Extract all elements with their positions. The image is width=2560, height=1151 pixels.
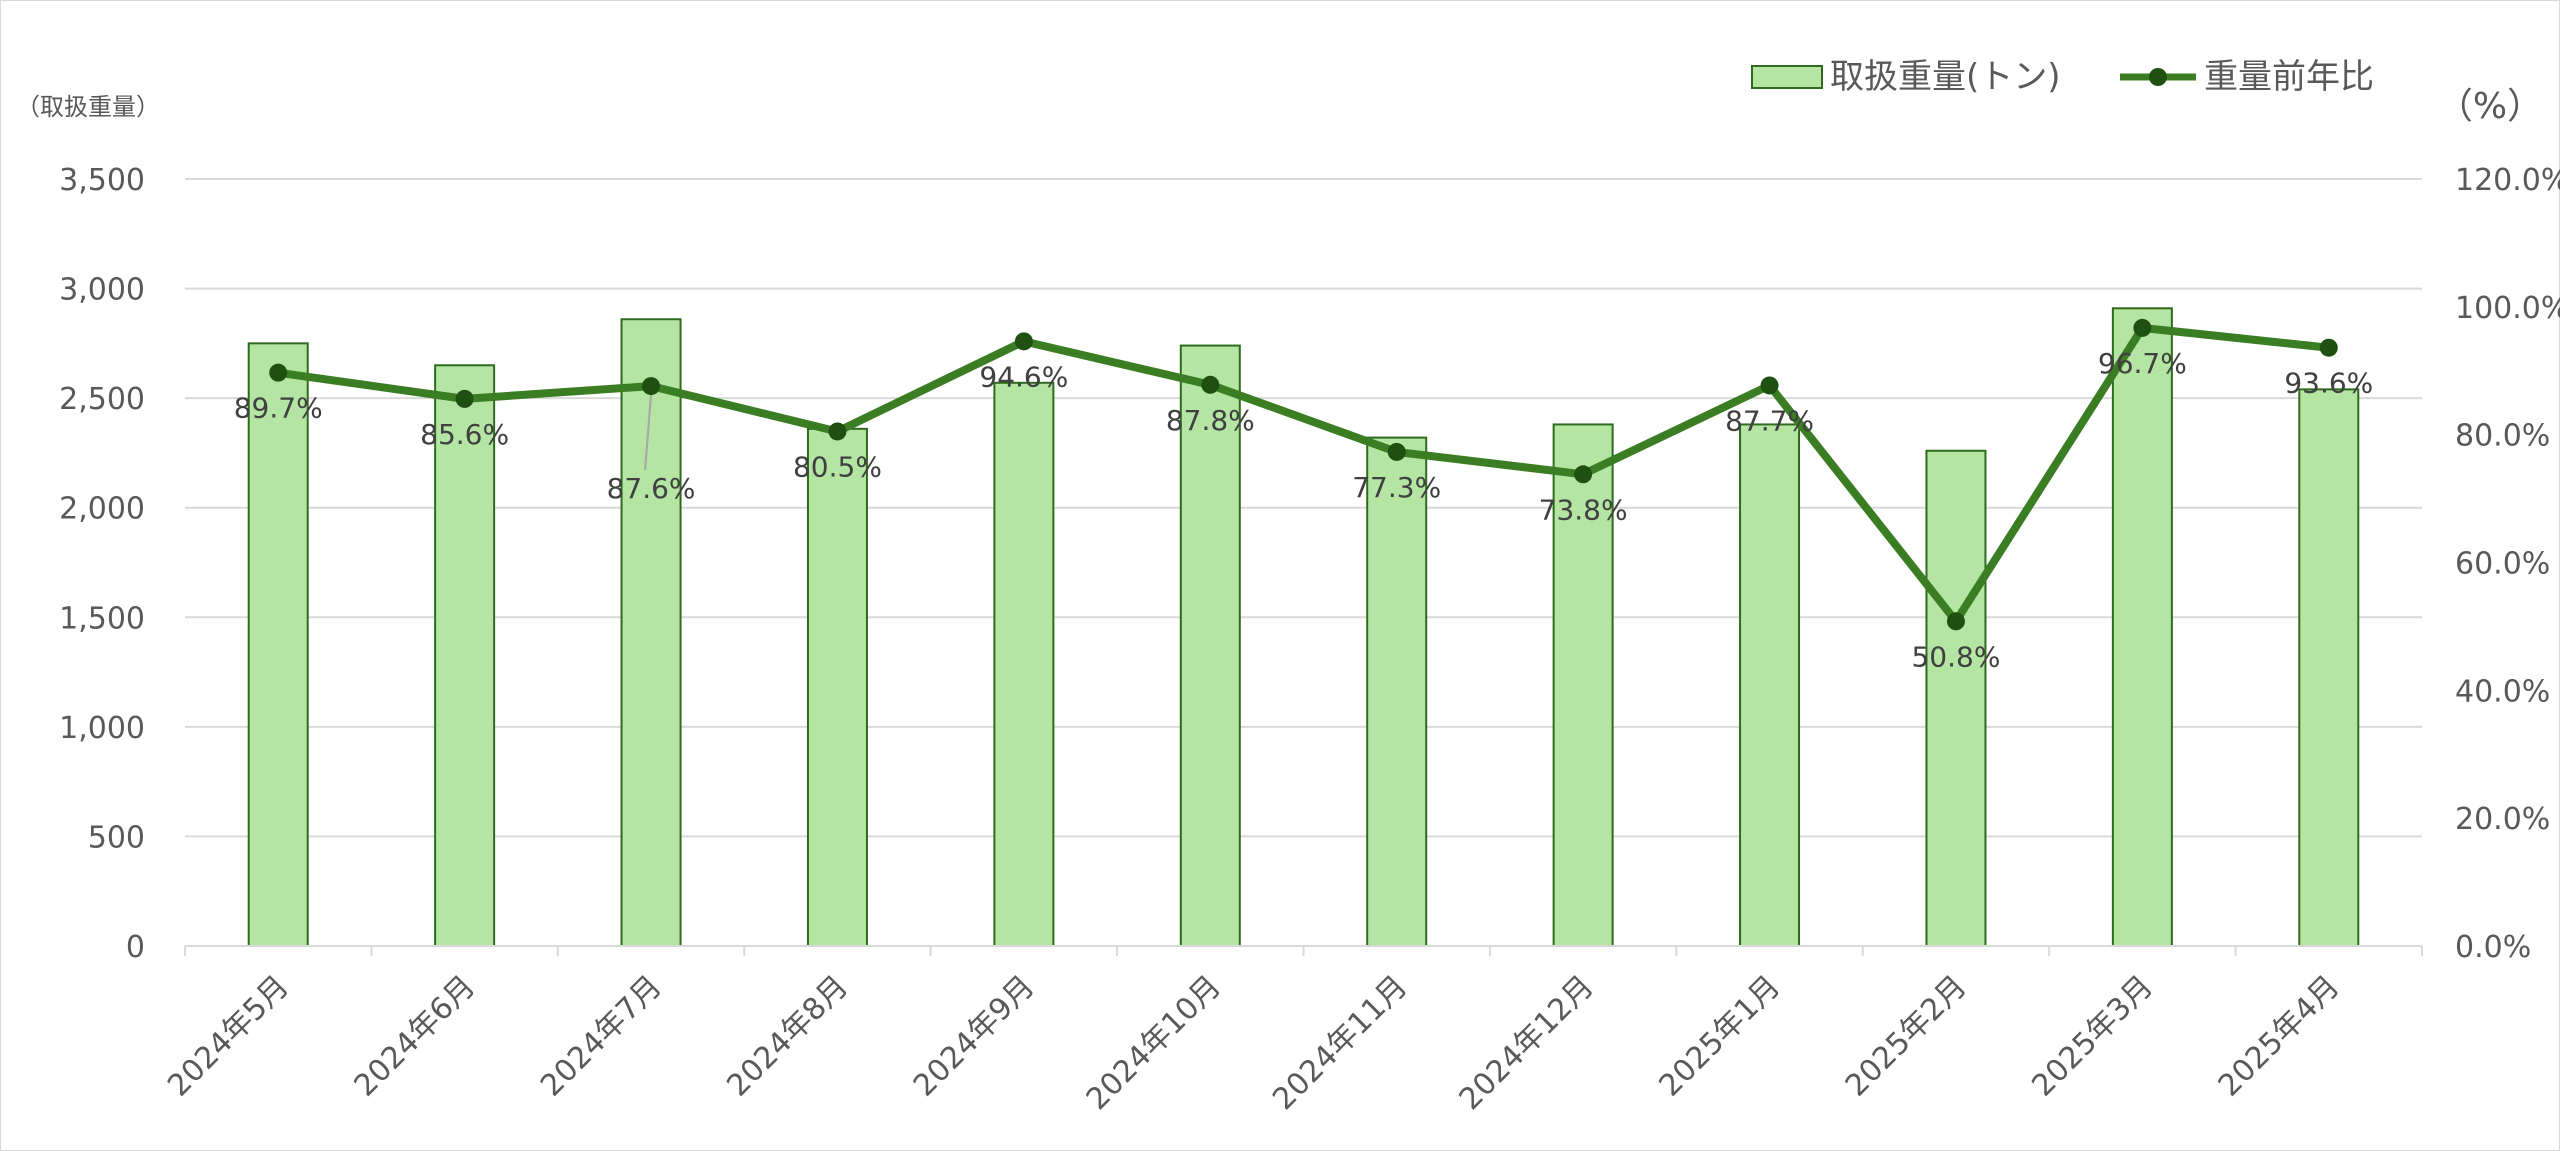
line-series — [269, 318, 2338, 631]
right-tick-label: 80.0% — [2455, 419, 2550, 454]
line-marker — [2133, 318, 2152, 337]
bar — [1179, 344, 1241, 947]
right-tick-label: 100.0% — [2455, 291, 2560, 326]
left-tick-label: 3,500 — [59, 163, 145, 198]
bar — [806, 427, 868, 947]
left-tick-label: 1,000 — [59, 711, 145, 746]
bar — [1925, 449, 1987, 947]
data-label: 73.8% — [1539, 493, 1628, 526]
data-label: 87.8% — [1166, 404, 1255, 437]
category-label: 2024年12月 — [1453, 969, 1601, 1117]
left-tick-label: 500 — [88, 820, 145, 855]
data-label: 50.8% — [1911, 640, 2000, 673]
bar — [620, 318, 682, 948]
legend-bar-label: 取扱重量(トン) — [1830, 57, 2061, 97]
right-tick-label: 0.0% — [2455, 930, 2531, 965]
left-tick-label: 1,500 — [59, 601, 145, 636]
left-tick-label: 3,000 — [59, 273, 145, 308]
bar — [993, 381, 1055, 947]
leader-line — [644, 394, 653, 471]
legend-line-marker — [2149, 68, 2167, 86]
line-marker — [2319, 338, 2338, 357]
category-label: 2025年1月 — [1653, 969, 1788, 1104]
line-marker — [642, 377, 661, 396]
left-axis-title: （取扱重量） — [16, 93, 160, 121]
legend: 取扱重量(トン) 重量前年比 — [1751, 57, 2374, 97]
line-marker — [1946, 612, 1965, 631]
line-marker — [1387, 442, 1406, 461]
right-tick-label: 120.0% — [2455, 163, 2560, 198]
line-marker — [1574, 465, 1593, 484]
legend-line-label: 重量前年比 — [2204, 57, 2374, 97]
right-tick-label: 40.0% — [2455, 674, 2550, 709]
category-label: 2024年8月 — [720, 969, 855, 1104]
gridlines — [185, 178, 2422, 838]
data-label: 89.7% — [234, 392, 323, 425]
category-label: 2024年11月 — [1266, 969, 1414, 1117]
bar — [247, 342, 309, 948]
category-label: 2024年6月 — [348, 969, 483, 1104]
line-marker — [1201, 375, 1220, 394]
line-marker — [1760, 376, 1779, 395]
category-label: 2024年10月 — [1080, 969, 1228, 1117]
right-tick-label: 20.0% — [2455, 802, 2550, 837]
category-label: 2025年4月 — [2212, 969, 2347, 1104]
category-label: 2025年3月 — [2025, 969, 2160, 1104]
data-label: 87.7% — [1725, 404, 1814, 437]
right-axis-title: （%） — [2437, 86, 2543, 127]
data-label: 77.3% — [1352, 471, 1441, 504]
line-marker — [269, 363, 288, 382]
category-label: 2024年9月 — [907, 969, 1042, 1104]
left-tick-label: 2,000 — [59, 492, 145, 527]
category-label: 2024年5月 — [161, 969, 296, 1104]
data-labels: 89.7% 85.6% 87.6% 80.5% 94.6% 87.8% 77.3% 73.8%… — [234, 347, 2374, 673]
legend-bar-swatch — [1751, 65, 1823, 89]
data-label: 80.5% — [793, 450, 882, 483]
line-marker — [455, 389, 474, 408]
bar — [1739, 423, 1801, 947]
left-tick-label: 2,500 — [59, 382, 145, 417]
bar — [2298, 388, 2360, 947]
bar — [1366, 436, 1428, 947]
category-label: 2024年7月 — [534, 969, 669, 1104]
bar — [1552, 423, 1614, 947]
data-label: 87.6% — [607, 472, 696, 505]
left-tick-label: 0 — [126, 930, 145, 965]
line-marker — [1014, 332, 1033, 351]
category-label: 2025年2月 — [1839, 969, 1974, 1104]
series-line — [277, 323, 2330, 626]
right-tick-label: 60.0% — [2455, 547, 2550, 582]
leader-lines — [644, 394, 653, 471]
line-marker — [828, 422, 847, 441]
bar-series — [247, 307, 2360, 948]
data-label: 96.7% — [2098, 347, 2187, 380]
bar — [434, 364, 496, 947]
bar — [2111, 307, 2173, 947]
data-label: 94.6% — [979, 360, 1068, 393]
data-label: 85.6% — [420, 418, 509, 451]
data-label: 93.6% — [2284, 367, 2373, 400]
